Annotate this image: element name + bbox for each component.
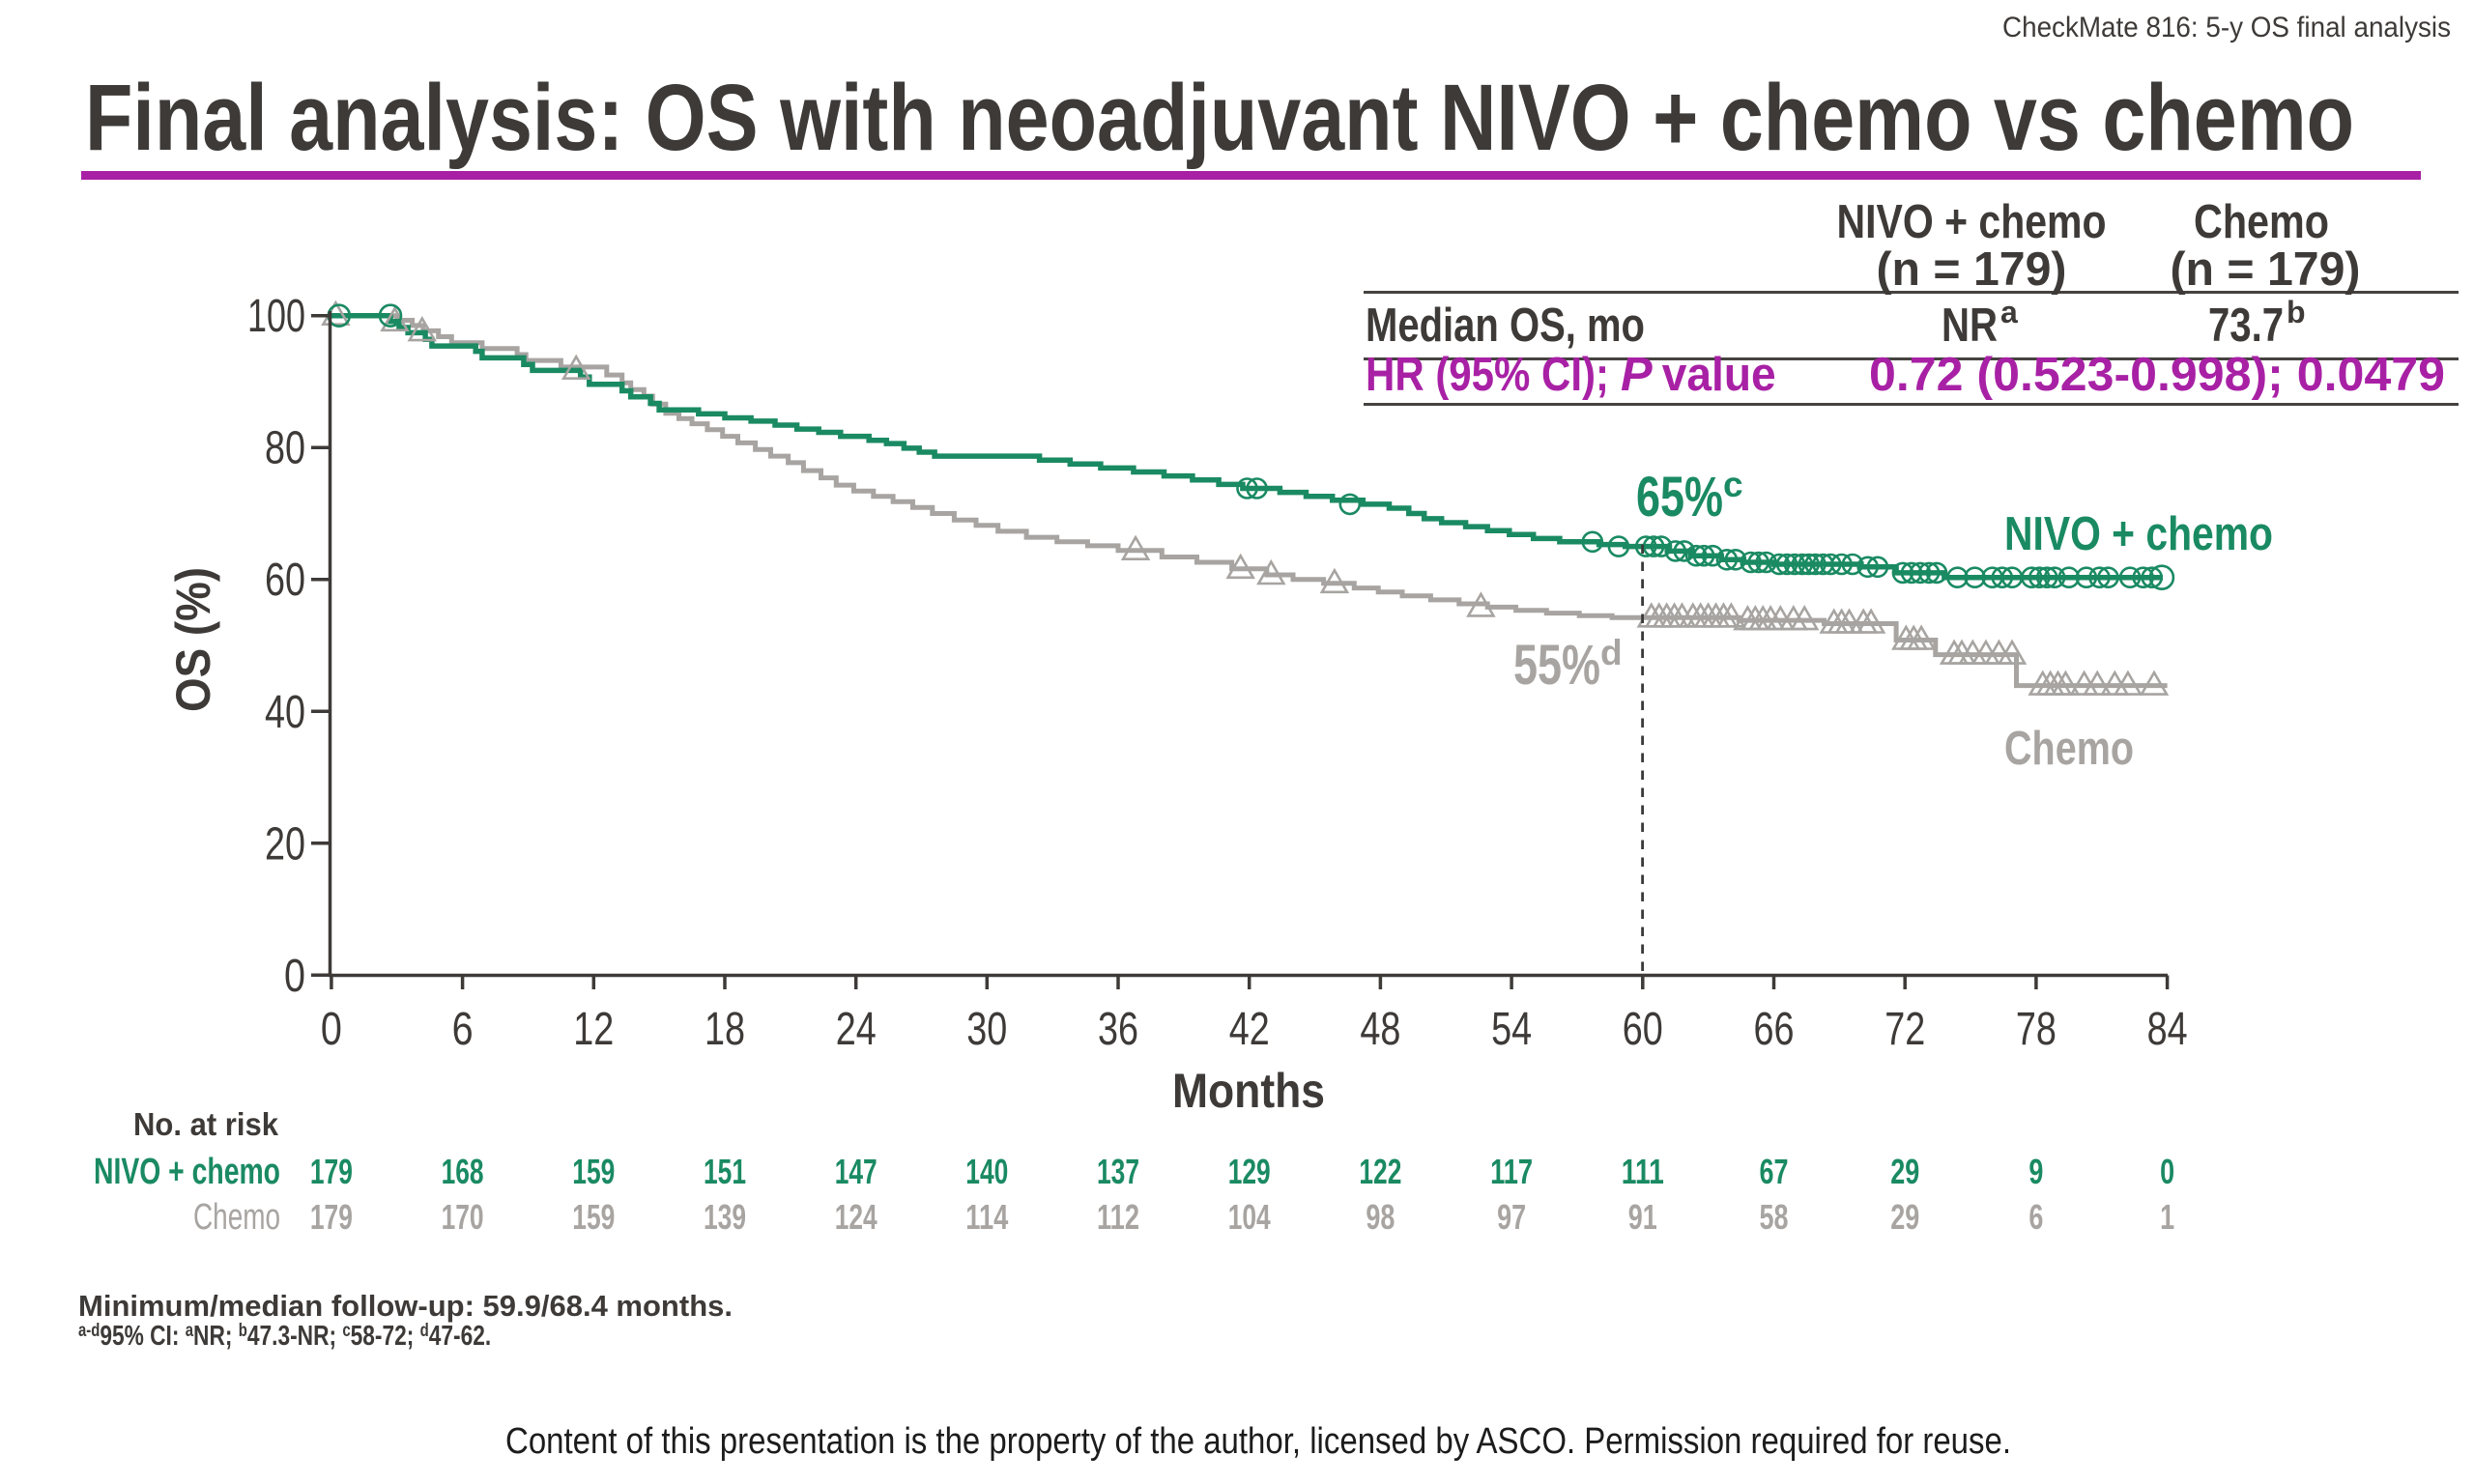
svg-text:18: 18	[705, 1004, 745, 1055]
svg-text:Median OS, mo: Median OS, mo	[1366, 300, 1645, 352]
svg-text:(n = 179): (n = 179)	[1877, 243, 2067, 296]
svg-text:60: 60	[1623, 1004, 1663, 1055]
svg-text:73.7: 73.7	[2208, 300, 2284, 352]
svg-text:6: 6	[452, 1004, 474, 1055]
svg-text:67: 67	[1760, 1152, 1789, 1191]
svg-text:9: 9	[2028, 1152, 2043, 1191]
svg-text:124: 124	[835, 1197, 877, 1237]
svg-text:42: 42	[1229, 1004, 1270, 1055]
svg-text:20: 20	[265, 818, 305, 870]
svg-text:55%d: 55%d	[1513, 633, 1623, 697]
svg-text:140: 140	[965, 1152, 1008, 1191]
svg-text:100: 100	[247, 291, 305, 342]
svg-text:72: 72	[1884, 1004, 1925, 1055]
svg-text:159: 159	[572, 1197, 615, 1237]
svg-text:Content of this presentation i: Content of this presentation is the prop…	[505, 1421, 2011, 1462]
svg-text:No. at risk: No. at risk	[133, 1106, 279, 1142]
svg-text:97: 97	[1497, 1197, 1526, 1237]
svg-text:91: 91	[1628, 1197, 1657, 1237]
svg-text:Chemo: Chemo	[193, 1197, 280, 1238]
svg-text:a-d95% CI: aNR; b47.3-NR; c58-: a-d95% CI: aNR; b47.3-NR; c58-72; d47-62…	[78, 1319, 491, 1351]
svg-text:b: b	[2287, 295, 2306, 329]
svg-text:179: 179	[310, 1152, 353, 1191]
svg-text:1: 1	[2160, 1197, 2174, 1237]
svg-text:24: 24	[836, 1004, 877, 1055]
svg-text:65%c: 65%c	[1636, 465, 1743, 528]
svg-text:29: 29	[1890, 1152, 1919, 1191]
svg-text:0: 0	[284, 951, 305, 1002]
svg-text:139: 139	[704, 1197, 746, 1237]
svg-text:0: 0	[321, 1004, 342, 1055]
svg-text:58: 58	[1760, 1197, 1789, 1237]
svg-text:112: 112	[1097, 1197, 1139, 1237]
svg-text:36: 36	[1098, 1004, 1138, 1055]
svg-text:0.72 (0.523-0.998); 0.0479: 0.72 (0.523-0.998); 0.0479	[1869, 349, 2445, 401]
svg-text:137: 137	[1097, 1152, 1139, 1191]
svg-text:78: 78	[2016, 1004, 2057, 1055]
svg-text:80: 80	[265, 423, 305, 474]
svg-text:CheckMate 816: 5-y OS final an: CheckMate 816: 5-y OS final analysis	[2002, 12, 2451, 43]
svg-text:179: 179	[310, 1197, 353, 1237]
svg-text:Final analysis: OS with neoadj: Final analysis: OS with neoadjuvant NIVO…	[85, 65, 2354, 170]
svg-text:111: 111	[1622, 1152, 1664, 1191]
svg-text:170: 170	[442, 1197, 484, 1237]
svg-text:84: 84	[2147, 1004, 2188, 1055]
svg-text:48: 48	[1360, 1004, 1400, 1055]
svg-text:Months: Months	[1172, 1064, 1325, 1118]
svg-text:66: 66	[1754, 1004, 1795, 1055]
svg-text:OS (%): OS (%)	[166, 567, 220, 712]
svg-text:NIVO + chemo: NIVO + chemo	[2004, 508, 2273, 560]
svg-text:Chemo: Chemo	[2004, 723, 2134, 775]
svg-text:98: 98	[1366, 1197, 1395, 1237]
svg-text:Chemo: Chemo	[2194, 196, 2329, 248]
svg-text:104: 104	[1228, 1197, 1271, 1237]
svg-text:60: 60	[265, 555, 305, 606]
svg-text:6: 6	[2028, 1197, 2043, 1237]
svg-text:114: 114	[965, 1197, 1008, 1237]
svg-text:a: a	[2000, 295, 2018, 329]
svg-text:(n = 179): (n = 179)	[2171, 243, 2361, 296]
svg-text:NIVO + chemo: NIVO + chemo	[94, 1152, 280, 1192]
svg-text:NR: NR	[1942, 300, 1998, 352]
svg-text:12: 12	[573, 1004, 614, 1055]
svg-text:Minimum/median follow-up: 59.9: Minimum/median follow-up: 59.9/68.4 mont…	[78, 1289, 733, 1323]
svg-text:122: 122	[1359, 1152, 1401, 1191]
svg-text:40: 40	[265, 687, 305, 738]
svg-text:129: 129	[1228, 1152, 1271, 1191]
svg-text:151: 151	[704, 1152, 746, 1191]
svg-text:29: 29	[1890, 1197, 1919, 1237]
svg-text:54: 54	[1491, 1004, 1532, 1055]
svg-text:30: 30	[966, 1004, 1007, 1055]
svg-text:147: 147	[835, 1152, 877, 1191]
svg-text:NIVO + chemo: NIVO + chemo	[1837, 196, 2107, 248]
svg-text:0: 0	[2160, 1152, 2174, 1191]
svg-text:159: 159	[572, 1152, 615, 1191]
svg-text:168: 168	[442, 1152, 484, 1191]
svg-text:117: 117	[1490, 1152, 1533, 1191]
